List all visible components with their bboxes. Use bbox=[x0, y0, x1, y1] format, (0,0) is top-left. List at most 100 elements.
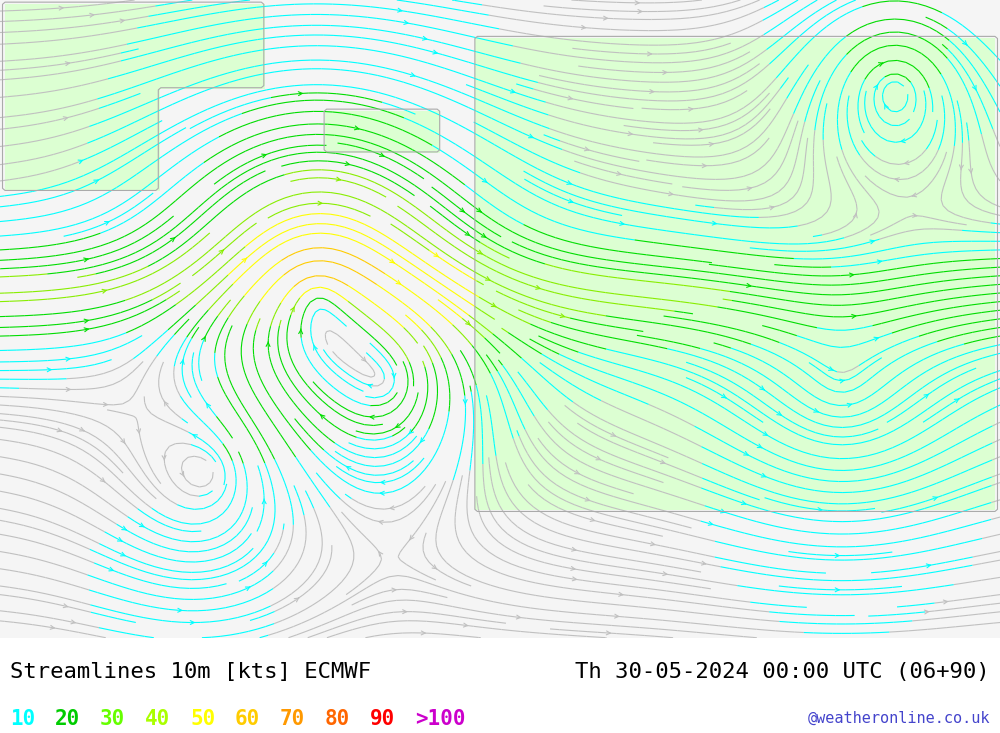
FancyArrowPatch shape bbox=[137, 429, 141, 434]
FancyArrowPatch shape bbox=[478, 250, 482, 254]
FancyArrowPatch shape bbox=[885, 104, 888, 109]
FancyArrowPatch shape bbox=[63, 604, 68, 608]
FancyArrowPatch shape bbox=[761, 474, 766, 477]
FancyArrowPatch shape bbox=[852, 314, 856, 318]
FancyArrowPatch shape bbox=[262, 499, 266, 504]
FancyArrowPatch shape bbox=[432, 565, 437, 569]
Text: 10: 10 bbox=[10, 709, 35, 729]
FancyArrowPatch shape bbox=[536, 286, 540, 290]
FancyArrowPatch shape bbox=[463, 399, 467, 405]
FancyArrowPatch shape bbox=[835, 553, 839, 558]
FancyArrowPatch shape bbox=[628, 132, 632, 136]
FancyArrowPatch shape bbox=[379, 520, 383, 524]
FancyArrowPatch shape bbox=[585, 498, 590, 501]
FancyArrowPatch shape bbox=[581, 26, 586, 29]
FancyArrowPatch shape bbox=[291, 306, 294, 312]
FancyArrowPatch shape bbox=[744, 452, 748, 455]
FancyArrowPatch shape bbox=[835, 588, 839, 592]
FancyArrowPatch shape bbox=[708, 521, 713, 526]
FancyArrowPatch shape bbox=[874, 337, 878, 341]
FancyArrowPatch shape bbox=[117, 537, 122, 541]
FancyArrowPatch shape bbox=[178, 608, 182, 612]
FancyArrowPatch shape bbox=[905, 161, 909, 165]
FancyArrowPatch shape bbox=[924, 394, 929, 398]
Text: 30: 30 bbox=[100, 709, 125, 729]
FancyArrowPatch shape bbox=[421, 631, 425, 635]
FancyArrowPatch shape bbox=[747, 284, 751, 287]
FancyArrowPatch shape bbox=[879, 62, 883, 66]
FancyArrowPatch shape bbox=[379, 152, 384, 156]
FancyArrowPatch shape bbox=[635, 1, 639, 4]
FancyArrowPatch shape bbox=[245, 587, 250, 591]
FancyArrowPatch shape bbox=[604, 16, 608, 20]
FancyArrowPatch shape bbox=[828, 366, 834, 370]
FancyArrowPatch shape bbox=[481, 234, 486, 237]
FancyArrowPatch shape bbox=[741, 501, 746, 504]
FancyArrowPatch shape bbox=[572, 548, 576, 551]
FancyArrowPatch shape bbox=[818, 508, 822, 512]
FancyArrowPatch shape bbox=[584, 147, 589, 151]
FancyArrowPatch shape bbox=[378, 551, 383, 556]
FancyArrowPatch shape bbox=[763, 432, 768, 435]
FancyArrowPatch shape bbox=[242, 258, 247, 262]
FancyArrowPatch shape bbox=[615, 614, 619, 618]
FancyArrowPatch shape bbox=[663, 572, 667, 575]
FancyArrowPatch shape bbox=[701, 561, 706, 565]
FancyArrowPatch shape bbox=[139, 523, 144, 527]
FancyArrowPatch shape bbox=[404, 21, 408, 24]
FancyArrowPatch shape bbox=[847, 403, 852, 407]
FancyArrowPatch shape bbox=[180, 471, 184, 476]
FancyArrowPatch shape bbox=[294, 598, 299, 602]
FancyArrowPatch shape bbox=[651, 542, 655, 546]
FancyArrowPatch shape bbox=[433, 51, 437, 54]
FancyArrowPatch shape bbox=[50, 625, 54, 629]
FancyArrowPatch shape bbox=[121, 439, 125, 443]
FancyArrowPatch shape bbox=[874, 84, 878, 89]
FancyArrowPatch shape bbox=[650, 89, 654, 94]
FancyArrowPatch shape bbox=[901, 139, 905, 143]
FancyArrowPatch shape bbox=[102, 290, 106, 293]
FancyArrowPatch shape bbox=[66, 388, 70, 391]
FancyArrowPatch shape bbox=[368, 384, 373, 388]
FancyArrowPatch shape bbox=[422, 37, 427, 40]
FancyArrowPatch shape bbox=[78, 160, 83, 163]
FancyArrowPatch shape bbox=[709, 142, 713, 147]
FancyArrowPatch shape bbox=[568, 96, 572, 100]
FancyArrowPatch shape bbox=[320, 415, 325, 419]
FancyArrowPatch shape bbox=[620, 221, 624, 225]
FancyArrowPatch shape bbox=[100, 478, 105, 482]
FancyArrowPatch shape bbox=[969, 169, 973, 174]
FancyArrowPatch shape bbox=[606, 631, 610, 635]
FancyArrowPatch shape bbox=[619, 592, 623, 596]
FancyArrowPatch shape bbox=[266, 342, 270, 347]
FancyArrowPatch shape bbox=[318, 202, 322, 205]
FancyArrowPatch shape bbox=[590, 517, 595, 521]
FancyArrowPatch shape bbox=[206, 403, 211, 408]
FancyArrowPatch shape bbox=[870, 240, 874, 244]
FancyArrowPatch shape bbox=[390, 506, 394, 509]
FancyArrowPatch shape bbox=[202, 336, 205, 342]
FancyArrowPatch shape bbox=[345, 162, 349, 166]
FancyArrowPatch shape bbox=[103, 402, 107, 406]
FancyArrowPatch shape bbox=[84, 258, 88, 262]
FancyArrowPatch shape bbox=[164, 401, 168, 406]
FancyArrowPatch shape bbox=[109, 567, 113, 571]
FancyArrowPatch shape bbox=[853, 213, 857, 218]
FancyArrowPatch shape bbox=[120, 19, 124, 23]
FancyArrowPatch shape bbox=[596, 456, 600, 460]
FancyArrowPatch shape bbox=[396, 424, 400, 427]
Text: 80: 80 bbox=[325, 709, 350, 729]
Text: 40: 40 bbox=[145, 709, 170, 729]
FancyArrowPatch shape bbox=[299, 329, 303, 334]
FancyArrowPatch shape bbox=[162, 455, 166, 460]
Text: 90: 90 bbox=[370, 709, 395, 729]
FancyArrowPatch shape bbox=[420, 438, 425, 443]
FancyArrowPatch shape bbox=[336, 177, 340, 181]
FancyArrowPatch shape bbox=[933, 497, 937, 501]
FancyArrowPatch shape bbox=[346, 466, 351, 470]
Text: Streamlines 10m [kts] ECMWF: Streamlines 10m [kts] ECMWF bbox=[10, 661, 371, 682]
FancyArrowPatch shape bbox=[466, 321, 470, 325]
FancyArrowPatch shape bbox=[959, 165, 963, 170]
FancyArrowPatch shape bbox=[617, 172, 621, 175]
FancyArrowPatch shape bbox=[180, 359, 184, 364]
